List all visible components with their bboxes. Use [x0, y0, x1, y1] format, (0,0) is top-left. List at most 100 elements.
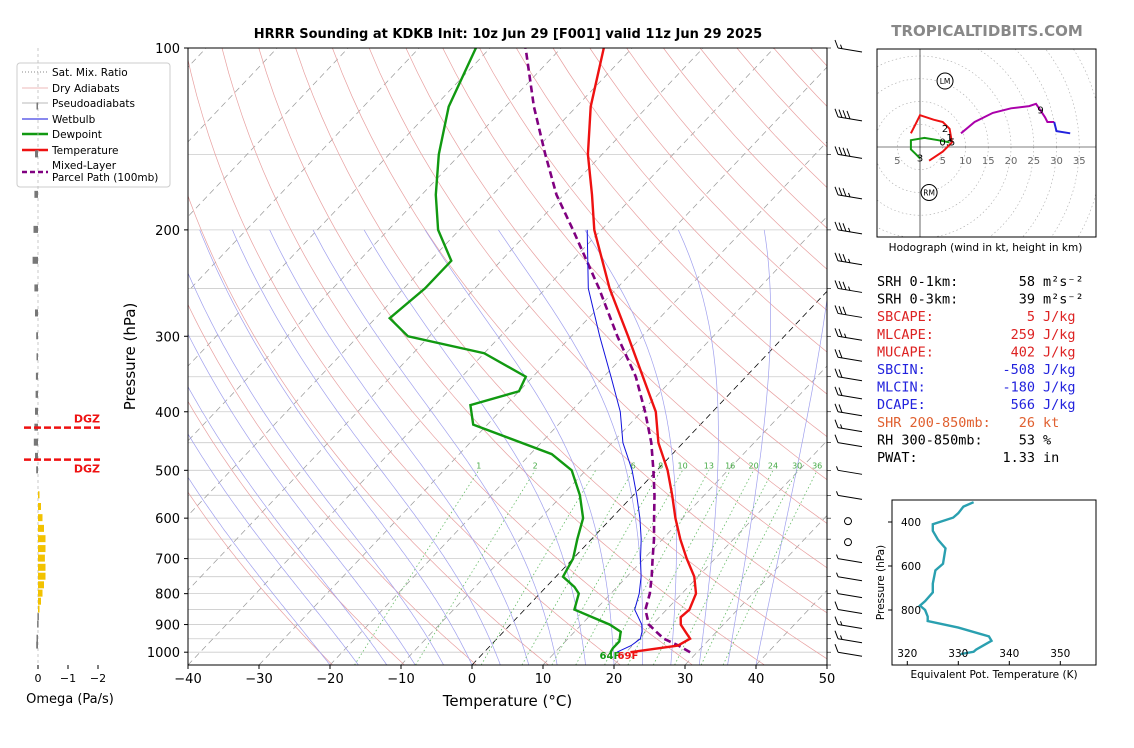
stat-label: PWAT: — [877, 450, 918, 466]
mixing-ratio-label: 13 — [704, 461, 714, 470]
stat-value: 58 — [1019, 274, 1035, 290]
wind-barb — [834, 349, 863, 362]
barb-flag — [842, 281, 847, 291]
moist-adiabat — [755, 296, 827, 665]
stat-row: SBCAPE: 5 J/kg — [877, 309, 1076, 325]
barb-half-flag — [840, 635, 843, 640]
omega-axis-label: Omega (Pa/s) — [26, 692, 114, 707]
moist-adiabat — [188, 476, 331, 665]
barb-half-flag — [848, 258, 851, 264]
barb-flag — [834, 601, 839, 610]
barb-half-flag — [840, 44, 843, 49]
barb-flag — [834, 349, 839, 358]
mixing-ratio-label: 36 — [812, 461, 822, 470]
omega-bar — [38, 502, 41, 510]
barb-flag — [838, 369, 843, 378]
calm-wind-circle — [844, 517, 852, 526]
stat-value: 26 — [1019, 415, 1035, 431]
stat-value: 402 — [1011, 344, 1035, 360]
mixing-ratio-label: 16 — [725, 461, 735, 470]
stat-label: MUCAPE: — [877, 344, 934, 360]
hodograph-ring-label: 35 — [1073, 156, 1086, 167]
barb-flag — [834, 616, 839, 625]
wind-barb — [834, 252, 863, 266]
stat-unit: m²s⁻² — [1043, 292, 1084, 308]
omega-bar — [38, 597, 41, 605]
stat-value: 566 — [1011, 397, 1035, 413]
omega-bar — [32, 256, 38, 264]
theta-e-frame — [891, 499, 1097, 666]
stat-row: MLCAPE: 259 J/kg — [877, 327, 1076, 343]
theta-e-y-label: Pressure (hPa) — [875, 545, 887, 620]
wind-barbs — [827, 39, 863, 666]
dry-adiabat — [258, 48, 765, 665]
y-tick-label: 100 — [155, 42, 180, 57]
mixing-ratio-label: 24 — [768, 461, 778, 470]
mixing-ratio-label: 8 — [658, 461, 663, 470]
isotherm-line — [188, 48, 562, 442]
hodograph-height-label: 2 — [942, 124, 948, 135]
stat-value: 259 — [1011, 327, 1035, 343]
background-lines — [188, 48, 827, 665]
hodograph-inner: 5 5 10 15 20 25 30 35 210.5 3 9 LM RM — [877, 49, 1096, 237]
omega-bar — [38, 581, 44, 589]
dewpoint-line — [387, 48, 622, 653]
mixing-ratio-line — [722, 470, 818, 665]
x-tick-label: −10 — [387, 672, 414, 687]
omega-bar — [35, 452, 38, 460]
barb-flag — [834, 644, 839, 653]
x-tick-label: −20 — [316, 672, 343, 687]
dry-adiabat — [810, 48, 827, 67]
mixing-ratio-line — [674, 470, 774, 665]
omega-bar — [38, 535, 46, 543]
x-axis: −40 −30 −20 −10 0 10 20 30 40 50 Temperature (°C) — [174, 665, 835, 710]
chart-title: HRRR Sounding at KDKB Init: 10z Jun 29 [… — [253, 27, 763, 42]
moist-adiabat — [424, 229, 615, 665]
calm-wind-circle — [844, 538, 852, 547]
moist-adiabat — [188, 333, 416, 665]
omega-bar — [36, 353, 38, 361]
y-axis-label: Pressure (hPa) — [121, 303, 139, 411]
stat-row: DCAPE: 566 J/kg — [877, 397, 1076, 413]
barb-half-flag — [836, 572, 839, 577]
hodograph-ring-label: 10 — [959, 156, 972, 167]
moist-adiabat — [188, 433, 359, 665]
isotherm-line — [188, 48, 704, 591]
barb-flag — [834, 186, 839, 196]
mixing-ratio-label: 30 — [792, 461, 802, 470]
isotherm-line — [188, 48, 775, 665]
omega-bar — [35, 309, 38, 317]
barb-shaft — [837, 442, 863, 448]
wind-barb — [834, 419, 863, 433]
x-tick-label: 20 — [606, 672, 623, 687]
wind-barb — [836, 572, 863, 582]
hodograph-panel: 5 5 10 15 20 25 30 35 210.5 3 9 LM RM Hodograph (wind… — [876, 48, 1097, 254]
stat-value: -180 — [1002, 380, 1035, 396]
mixing-ratio-line — [354, 470, 480, 665]
hodograph-ring-label: 25 — [1027, 156, 1040, 167]
barb-flag — [834, 252, 839, 261]
moist-adiabat — [363, 229, 586, 665]
barb-shaft — [837, 609, 863, 615]
y-tick-label: 500 — [155, 464, 180, 479]
right-mover-marker-label: RM — [923, 189, 935, 198]
wind-barb — [836, 491, 863, 500]
barb-flag — [842, 110, 847, 119]
omega-bar — [38, 554, 45, 562]
mixing-ratio-label: 6 — [631, 461, 636, 470]
stat-label: MLCIN: — [877, 380, 926, 396]
dry-adiabat — [188, 491, 333, 665]
stat-unit: J/kg — [1043, 362, 1076, 378]
y-tick-label: 700 — [155, 553, 180, 568]
y-tick-label: 200 — [155, 224, 180, 239]
omega-bar — [36, 466, 38, 474]
omega-tick-label: −1 — [60, 672, 76, 685]
omega-bar — [36, 634, 38, 642]
moist-adiabat — [584, 229, 677, 665]
barb-half-flag — [840, 621, 843, 626]
y-tick-label: 900 — [155, 619, 180, 634]
omega-bar — [38, 572, 46, 580]
barb-shaft — [837, 593, 863, 599]
moist-adiabat — [498, 229, 644, 665]
barb-half-flag — [848, 227, 851, 233]
